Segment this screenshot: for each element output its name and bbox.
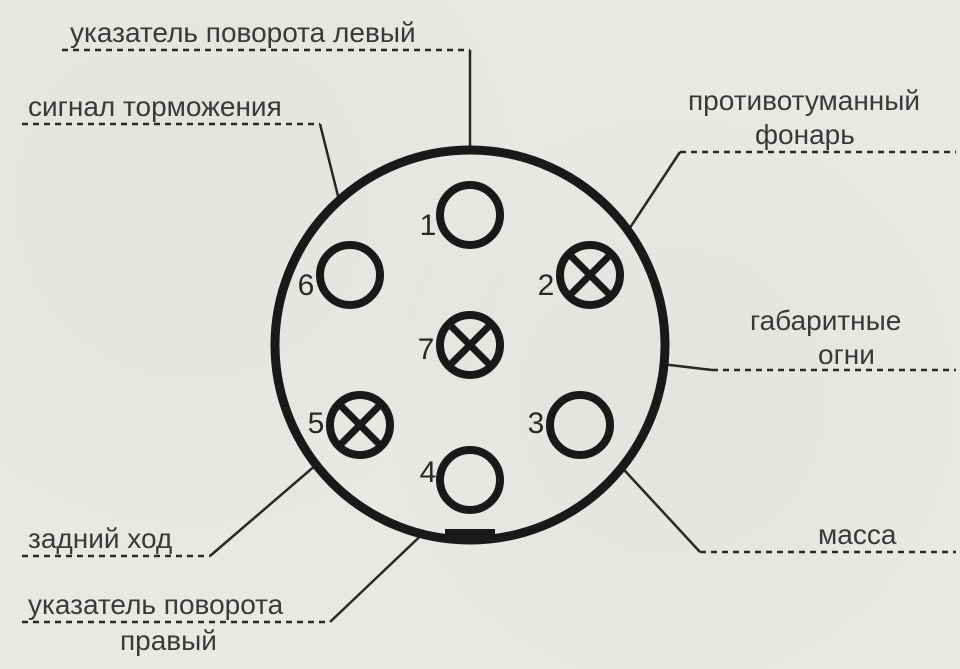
label-pin2-line1: противотуманный xyxy=(688,85,920,116)
connector-key-icon xyxy=(445,529,495,543)
pin-6-number: 6 xyxy=(298,269,315,302)
label-pin4-line2: правый xyxy=(120,625,217,656)
pin-1-number: 1 xyxy=(420,209,437,242)
pin-7-number: 7 xyxy=(418,333,435,366)
pin-3-number: 3 xyxy=(528,407,545,440)
pin-4-number: 4 xyxy=(420,456,437,489)
pin-2-number: 2 xyxy=(538,269,555,302)
label-pin7-line1: габаритные xyxy=(750,305,901,336)
label-pin2-line2: фонарь xyxy=(755,119,855,150)
label-pin3: масса xyxy=(818,519,897,550)
label-pin5: задний ход xyxy=(28,523,172,554)
label-pin7-line2: огни xyxy=(818,339,875,370)
label-pin1: указатель поворота левый xyxy=(70,17,416,48)
label-pin6: сигнал торможения xyxy=(28,91,282,122)
connector-diagram: 1 2 3 4 5 6 7 указатель поворота левый сигнал то… xyxy=(0,0,960,669)
label-pin4-line1: указатель поворота xyxy=(28,589,284,620)
pin-5-number: 5 xyxy=(308,407,325,440)
